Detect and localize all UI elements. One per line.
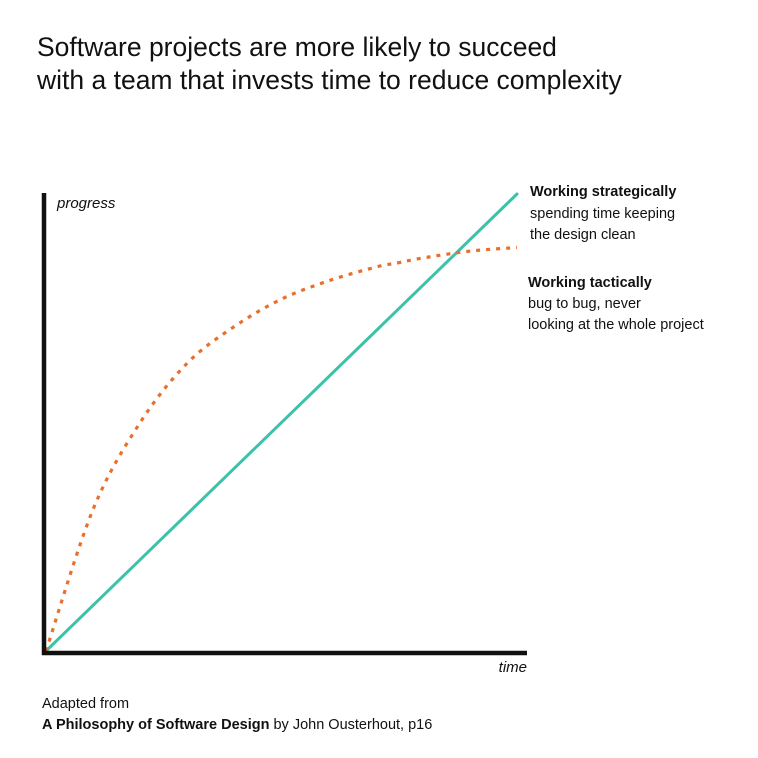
strategic-series-description-line-1: spending time keeping [530, 206, 675, 222]
attribution: Adapted from A Philosophy of Software De… [42, 694, 432, 736]
tactical-series-label: Working tactically bug to bug, never loo… [528, 275, 704, 333]
tactical-series-description-line-2: looking at the whole project [528, 317, 704, 333]
tactical-series-name: Working tactically [528, 275, 652, 291]
book-title: A Philosophy of Software Design [42, 717, 270, 733]
strategic-series-description-line-2: the design clean [530, 227, 636, 243]
tactical-series-description-line-1: bug to bug, never [528, 296, 641, 312]
series-layer [44, 192, 519, 653]
strategic-series-label: Working strategically spending time keep… [530, 184, 676, 243]
strategic-series-line [44, 192, 519, 653]
attribution-intro: Adapted from [42, 696, 130, 712]
attribution-source: A Philosophy of Software Design by John … [42, 715, 432, 736]
chart-title-line-1: Software projects are more likely to suc… [37, 32, 557, 62]
axes-layer [41, 193, 527, 656]
chart-title: Software projects are more likely to suc… [37, 31, 737, 97]
x-axis-label: time [499, 659, 527, 676]
strategic-series-name: Working strategically [530, 184, 676, 200]
tactical-series-line [44, 245, 518, 652]
y-axis-label: progress [56, 195, 116, 212]
book-byline: by John Ousterhout, p16 [269, 717, 433, 733]
chart-title-line-2: with a team that invests time to reduce … [37, 65, 622, 95]
